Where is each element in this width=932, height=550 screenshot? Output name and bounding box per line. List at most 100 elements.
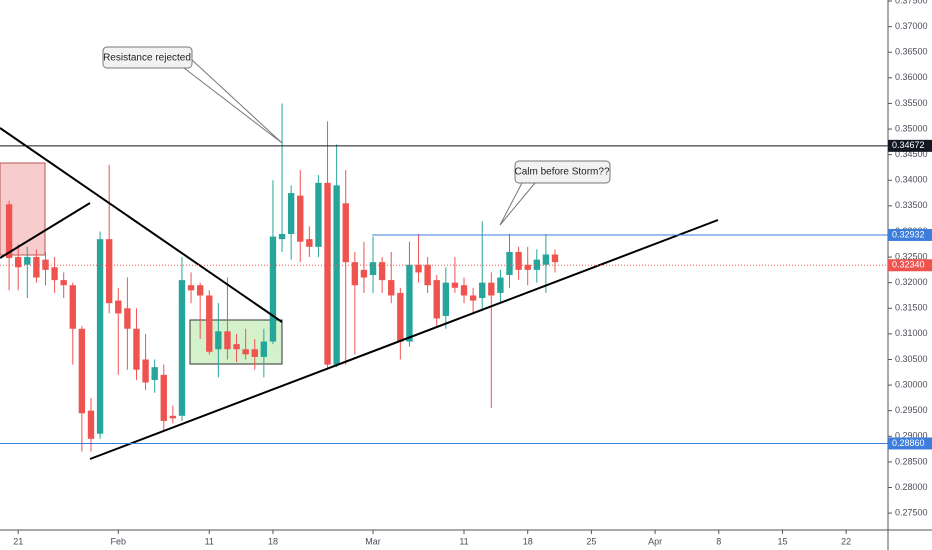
candle-body <box>224 331 231 350</box>
candle-body <box>151 367 158 380</box>
candle-body <box>479 282 486 299</box>
y-tick-label: 0.31500 <box>895 303 928 313</box>
candle-body <box>196 285 204 296</box>
y-tick-label: 0.34500 <box>895 149 928 159</box>
y-tick-label: 0.28000 <box>895 482 928 492</box>
candle-body <box>360 269 368 278</box>
candle-body <box>206 295 213 352</box>
callout-box <box>514 160 611 184</box>
y-tick-label: 0.30000 <box>895 379 928 389</box>
candle-body <box>388 280 395 296</box>
y-tick-label: 0.32500 <box>895 251 928 261</box>
candle-body <box>69 285 76 329</box>
x-tick-label: 8 <box>716 536 721 546</box>
trend-line <box>0 127 283 323</box>
callout-pointer <box>499 182 536 226</box>
candle-body <box>415 264 422 273</box>
candle-body <box>278 234 286 240</box>
price-label-box <box>888 228 932 241</box>
y-tick-label: 0.31000 <box>895 328 928 338</box>
candle-body <box>5 204 13 259</box>
candle-body <box>542 254 550 265</box>
candle-body <box>133 328 140 370</box>
y-tick-label: 0.36000 <box>895 72 928 82</box>
candle-body <box>324 182 331 365</box>
candle-body <box>215 331 222 350</box>
candle-body <box>533 259 540 270</box>
annotation: Resistance rejected <box>103 53 191 64</box>
x-tick-label: 21 <box>13 536 23 546</box>
candle-body <box>169 415 177 419</box>
y-tick-label: 0.35500 <box>895 98 928 108</box>
candle-body <box>351 262 359 286</box>
y-tick-label: 0.33500 <box>895 200 928 210</box>
candles <box>5 103 559 452</box>
candle-body <box>460 285 468 296</box>
trend-line <box>0 202 91 259</box>
candle-body <box>42 259 49 270</box>
y-tick-label: 0.37000 <box>895 21 928 31</box>
candle-body <box>424 264 431 286</box>
x-tick-label: Mar <box>365 536 381 546</box>
x-tick-label: 11 <box>459 536 468 546</box>
candle-body <box>24 257 31 265</box>
y-tick-label: 0.35000 <box>895 123 928 133</box>
candle-body <box>488 282 495 296</box>
candle-body <box>260 341 268 357</box>
candle-body <box>242 349 249 355</box>
candle-body <box>497 277 504 293</box>
x-tick-label: 11 <box>205 536 214 546</box>
candle-body <box>524 264 531 270</box>
candle-body <box>287 193 295 235</box>
candle-body <box>397 292 404 342</box>
candle-body <box>333 185 340 365</box>
candle-body <box>33 257 40 278</box>
candle-body <box>251 349 258 357</box>
callout-box <box>102 46 193 69</box>
candle-body <box>515 251 522 270</box>
candle-body <box>124 308 131 329</box>
candle-body <box>105 239 113 304</box>
y-tick-label: 0.32000 <box>895 277 928 287</box>
candle-body <box>78 328 86 414</box>
x-tick-label: 22 <box>841 536 851 546</box>
candle-body <box>15 257 22 268</box>
y-tick-label: 0.29000 <box>895 431 928 441</box>
price-label: 0.28860 <box>892 438 925 448</box>
candle-body <box>442 282 450 316</box>
y-tick-label: 0.28500 <box>895 456 928 466</box>
candle-body <box>306 239 313 247</box>
candle-body <box>551 254 559 263</box>
candle-body <box>378 262 386 281</box>
candle-body <box>187 285 195 291</box>
y-tick-label: 0.29500 <box>895 405 928 415</box>
price-label: 0.34672 <box>892 140 925 150</box>
candle-body <box>451 282 459 288</box>
candle-body <box>115 300 122 314</box>
candle-body <box>406 264 413 342</box>
candle-body <box>60 280 67 286</box>
candle-body <box>233 344 240 350</box>
candle-body <box>297 195 304 242</box>
candle-body <box>87 410 95 439</box>
candle-body <box>369 262 377 275</box>
y-tick-label: 0.37500 <box>895 0 928 5</box>
y-tick-label: 0.30500 <box>895 354 928 364</box>
candle-body <box>96 239 104 434</box>
price-label-box <box>888 259 932 272</box>
price-label-box <box>888 139 932 152</box>
candle-body <box>51 267 58 281</box>
y-tick-label: 0.27500 <box>895 507 928 517</box>
price-label-box <box>888 437 932 450</box>
trend-line <box>89 219 719 460</box>
accumulation-zone <box>189 319 283 365</box>
x-tick-label: 15 <box>777 536 787 546</box>
candle-body <box>506 251 513 275</box>
candle-body <box>160 374 167 421</box>
price-label: 0.32340 <box>892 260 925 270</box>
x-tick-label: Feb <box>111 536 127 546</box>
candle-body <box>142 359 149 383</box>
